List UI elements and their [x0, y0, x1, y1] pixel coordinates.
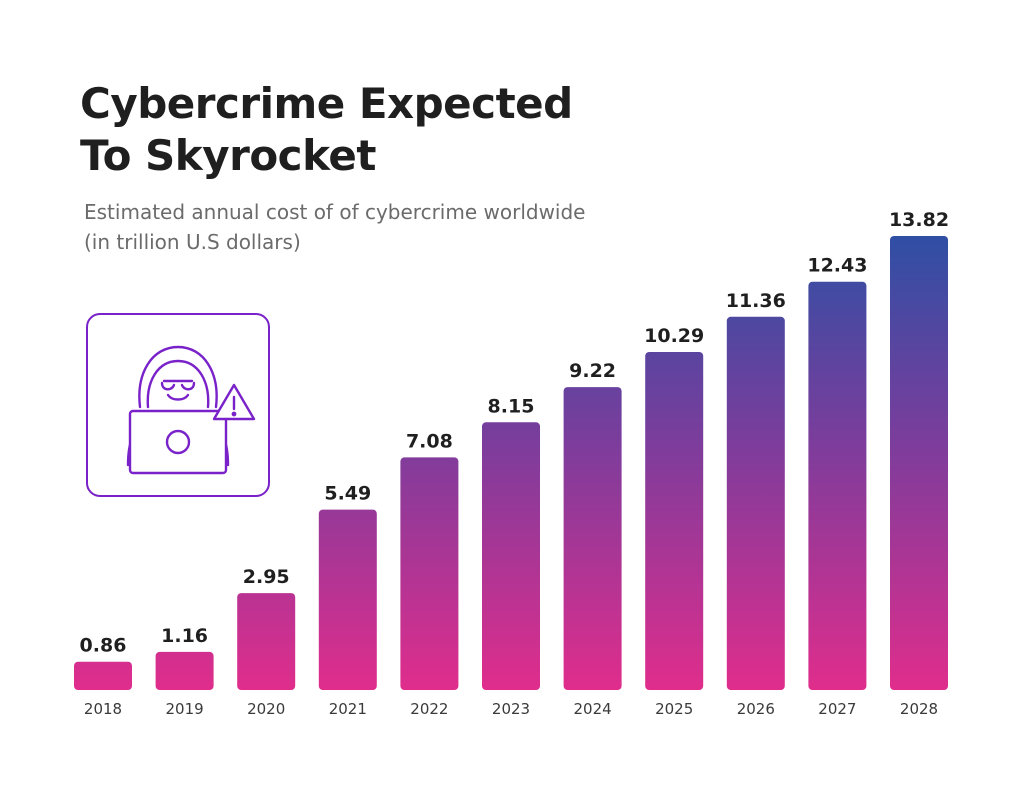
title-line-2: To Skyrocket [80, 131, 376, 180]
bar-2023 [482, 422, 540, 690]
bar-2027 [808, 281, 867, 690]
hacker-laptop-warning-icon [126, 345, 256, 475]
bar-2021 [318, 509, 377, 690]
x-tick-2020: 2020 [247, 700, 285, 718]
value-label-2023: 8.15 [488, 395, 535, 417]
bars-group [74, 236, 948, 690]
bar-2020 [237, 593, 296, 690]
x-tick-2022: 2022 [410, 700, 448, 718]
value-label-2025: 10.29 [644, 325, 704, 347]
x-tick-labels-group: 2018 2019 2020 2021 2022 2023 2024 2025 2026 2027… [84, 700, 938, 718]
chart-subtitle: Estimated annual cost of of cybercrime w… [84, 197, 784, 257]
bar-2018 [74, 661, 132, 690]
value-label-2022: 7.08 [406, 430, 453, 452]
value-label-2028: 13.82 [889, 209, 949, 231]
bar-2028 [890, 236, 948, 690]
hacker-icon-frame [86, 313, 270, 497]
value-label-2024: 9.22 [569, 360, 616, 382]
value-label-2021: 5.49 [324, 483, 371, 505]
bar-2024 [563, 387, 622, 690]
value-labels-group: 0.86 1.16 2.95 5.49 7.08 8.15 9.22 10.29 11.36 12… [80, 209, 950, 657]
x-tick-2023: 2023 [492, 700, 530, 718]
x-tick-2026: 2026 [737, 700, 775, 718]
title-line-1: Cybercrime Expected [80, 79, 573, 128]
x-tick-2019: 2019 [166, 700, 204, 718]
value-label-2026: 11.36 [726, 290, 786, 312]
subtitle-line-1: Estimated annual cost of of cybercrime w… [84, 200, 586, 224]
x-tick-2018: 2018 [84, 700, 122, 718]
bar-2026 [726, 316, 785, 690]
value-label-2019: 1.16 [161, 625, 208, 647]
bar-2022 [400, 457, 459, 690]
subtitle-line-2: (in trillion U.S dollars) [84, 230, 301, 254]
bar-2025 [645, 352, 704, 690]
value-label-2027: 12.43 [807, 255, 867, 277]
x-tick-2024: 2024 [574, 700, 612, 718]
x-tick-2027: 2027 [818, 700, 856, 718]
chart-title: Cybercrime Expected To Skyrocket [80, 78, 720, 182]
value-label-2018: 0.86 [80, 635, 127, 657]
value-label-2020: 2.95 [243, 566, 290, 588]
x-tick-2021: 2021 [329, 700, 367, 718]
x-tick-2028: 2028 [900, 700, 938, 718]
bar-2019 [155, 651, 214, 690]
x-tick-2025: 2025 [655, 700, 693, 718]
